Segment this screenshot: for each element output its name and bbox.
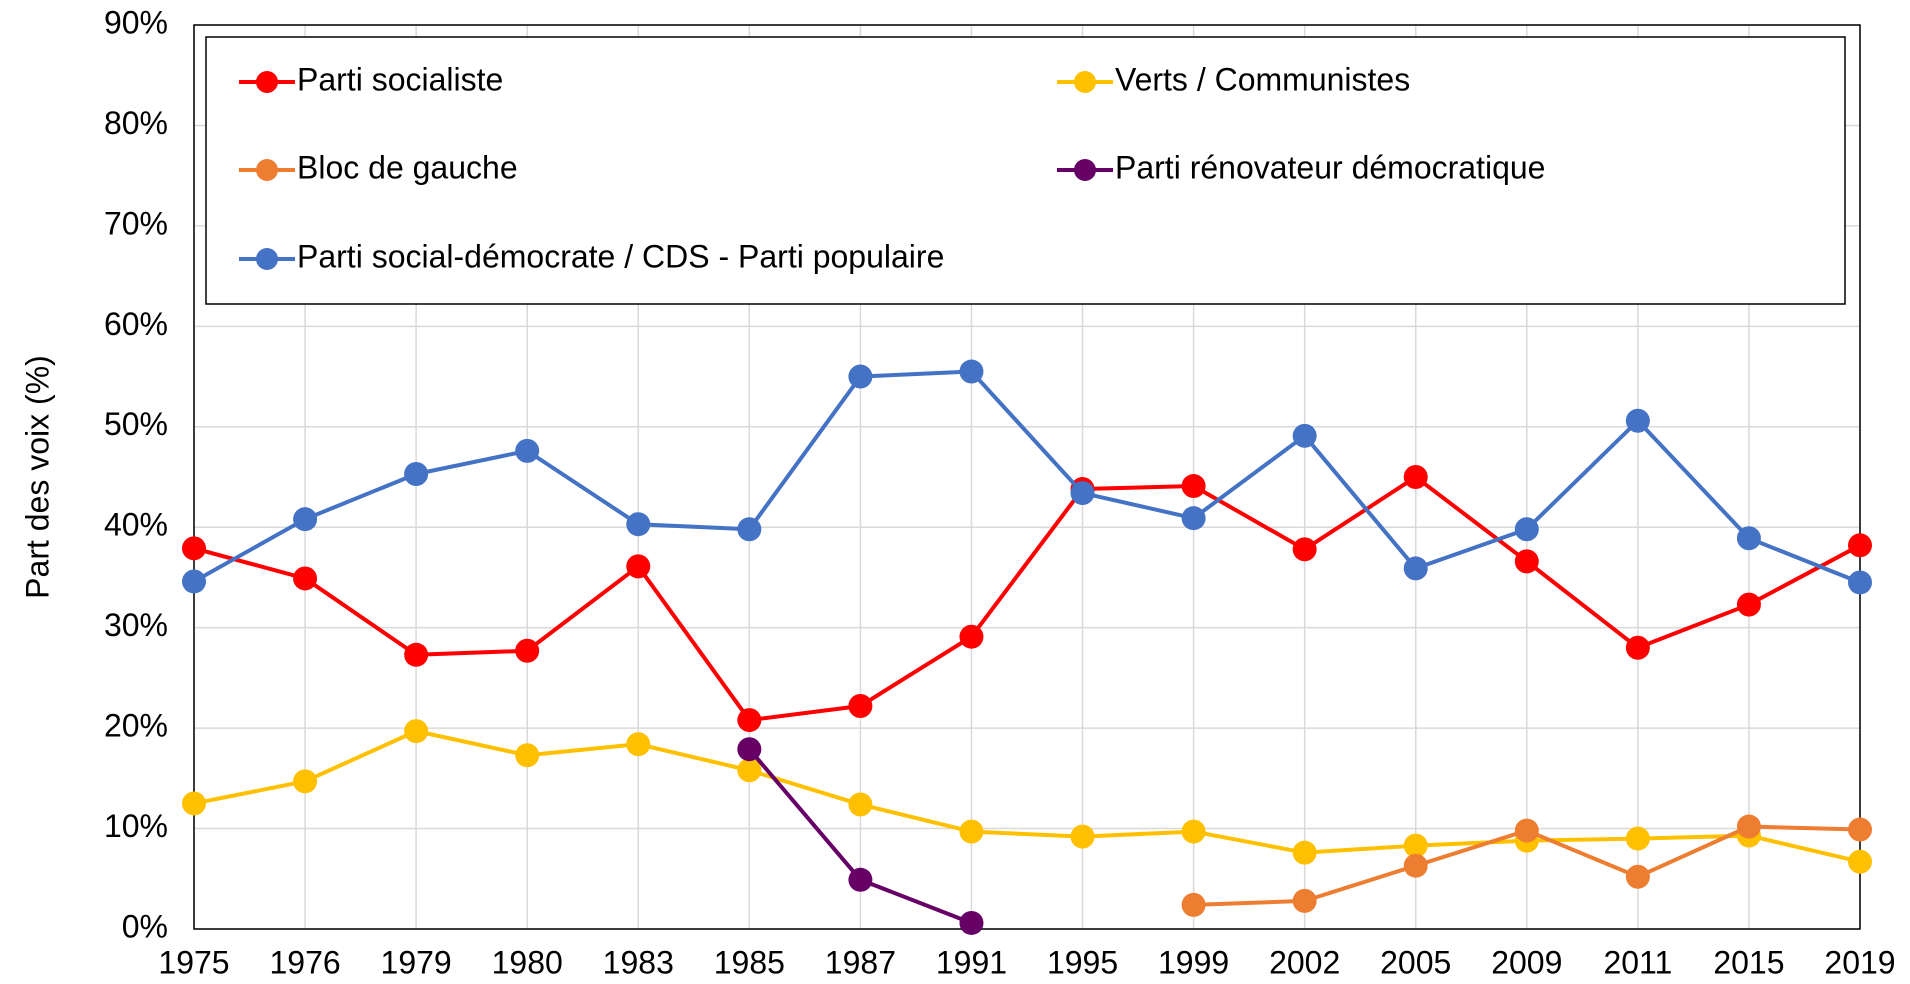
data-point [1181,506,1206,531]
data-point [1292,888,1317,913]
data-point [1736,526,1761,551]
x-tick-label: 2002 [1269,944,1340,980]
data-point [182,536,206,561]
legend-marker [256,71,278,93]
x-tick-label: 1983 [603,944,674,980]
data-point [737,758,762,783]
legend-label: Verts / Communistes [1115,61,1410,97]
data-point [515,638,540,663]
y-tick-label: 20% [104,708,168,744]
legend-label: Bloc de gauche [297,149,518,185]
data-point [1070,481,1095,506]
y-tick-label: 70% [104,205,168,241]
x-tick-label: 2011 [1603,944,1672,980]
x-tick-label: 2005 [1380,944,1451,980]
data-point [1070,824,1095,849]
data-point [1625,408,1650,433]
x-tick-label: 2019 [1824,944,1895,980]
x-tick-label: 2009 [1491,944,1562,980]
data-point [737,708,762,733]
data-point [1292,537,1317,562]
data-point [737,737,762,762]
data-point [1848,533,1872,558]
plot-border [193,24,1861,930]
legend-marker [1074,159,1096,181]
data-point [626,732,651,757]
data-point [1181,892,1206,917]
data-point [515,438,540,463]
data-point [1292,423,1317,448]
data-point [182,569,206,594]
x-tick-label: 1975 [158,944,229,980]
data-point [1848,817,1872,842]
data-point [1514,818,1539,843]
data-point [848,694,873,719]
data-point [1848,849,1872,874]
data-point [293,769,318,794]
legend-label: Parti socialiste [297,61,503,97]
series-line [193,475,1861,723]
data-point [959,819,984,844]
legend-marker [256,159,278,181]
x-tick-label: 1995 [1047,944,1118,980]
series-line [193,369,1861,585]
y-tick-label: 50% [104,406,168,442]
data-point [1848,570,1872,595]
x-tick-label: 1980 [492,944,563,980]
data-point [626,512,651,537]
data-point [293,566,318,591]
data-point [182,791,206,816]
y-axis-label: Part des voix (%) [19,355,55,599]
data-point [515,743,540,768]
y-tick-label: 10% [104,808,168,844]
legend-marker [256,248,278,270]
data-point [1514,549,1539,574]
x-tick-label: 1985 [714,944,785,980]
data-point [1403,853,1428,878]
legend-label: Parti social-démocrate / CDS - Parti pop… [297,238,944,274]
data-point [1736,814,1761,839]
x-tick-label: 1979 [381,944,452,980]
series-line [193,729,1861,864]
data-point [1625,635,1650,660]
x-tick-label: 2015 [1713,944,1784,980]
y-tick-label: 60% [104,306,168,342]
data-point [1292,840,1317,865]
data-point [959,359,984,384]
data-point [848,364,873,389]
data-point [404,461,429,486]
x-tick-label: 1991 [936,944,1007,980]
x-tick-label: 1976 [269,944,340,980]
data-point [737,517,762,542]
data-point [1625,826,1650,851]
y-tick-label: 0% [122,908,168,944]
data-point [1514,517,1539,542]
legend-label: Parti rénovateur démocratique [1115,149,1545,185]
legend-box [205,36,1846,305]
data-point [293,507,318,532]
data-point [1403,833,1428,858]
data-point [848,867,873,892]
data-point [1736,592,1761,617]
y-tick-label: 90% [104,4,168,40]
data-point [848,792,873,817]
data-point [1625,864,1650,889]
legend-marker [1074,71,1096,93]
data-point [1181,474,1206,499]
y-tick-label: 40% [104,507,168,543]
x-tick-label: 1987 [825,944,896,980]
x-tick-label: 1999 [1158,944,1229,980]
data-point [626,554,651,579]
data-point [1403,465,1428,489]
y-tick-label: 80% [104,105,168,141]
data-point [404,719,429,744]
data-point [959,910,984,935]
data-point [404,642,429,667]
data-point [959,624,984,649]
data-point [1403,556,1428,581]
data-point [1181,819,1206,844]
y-tick-label: 30% [104,607,168,643]
